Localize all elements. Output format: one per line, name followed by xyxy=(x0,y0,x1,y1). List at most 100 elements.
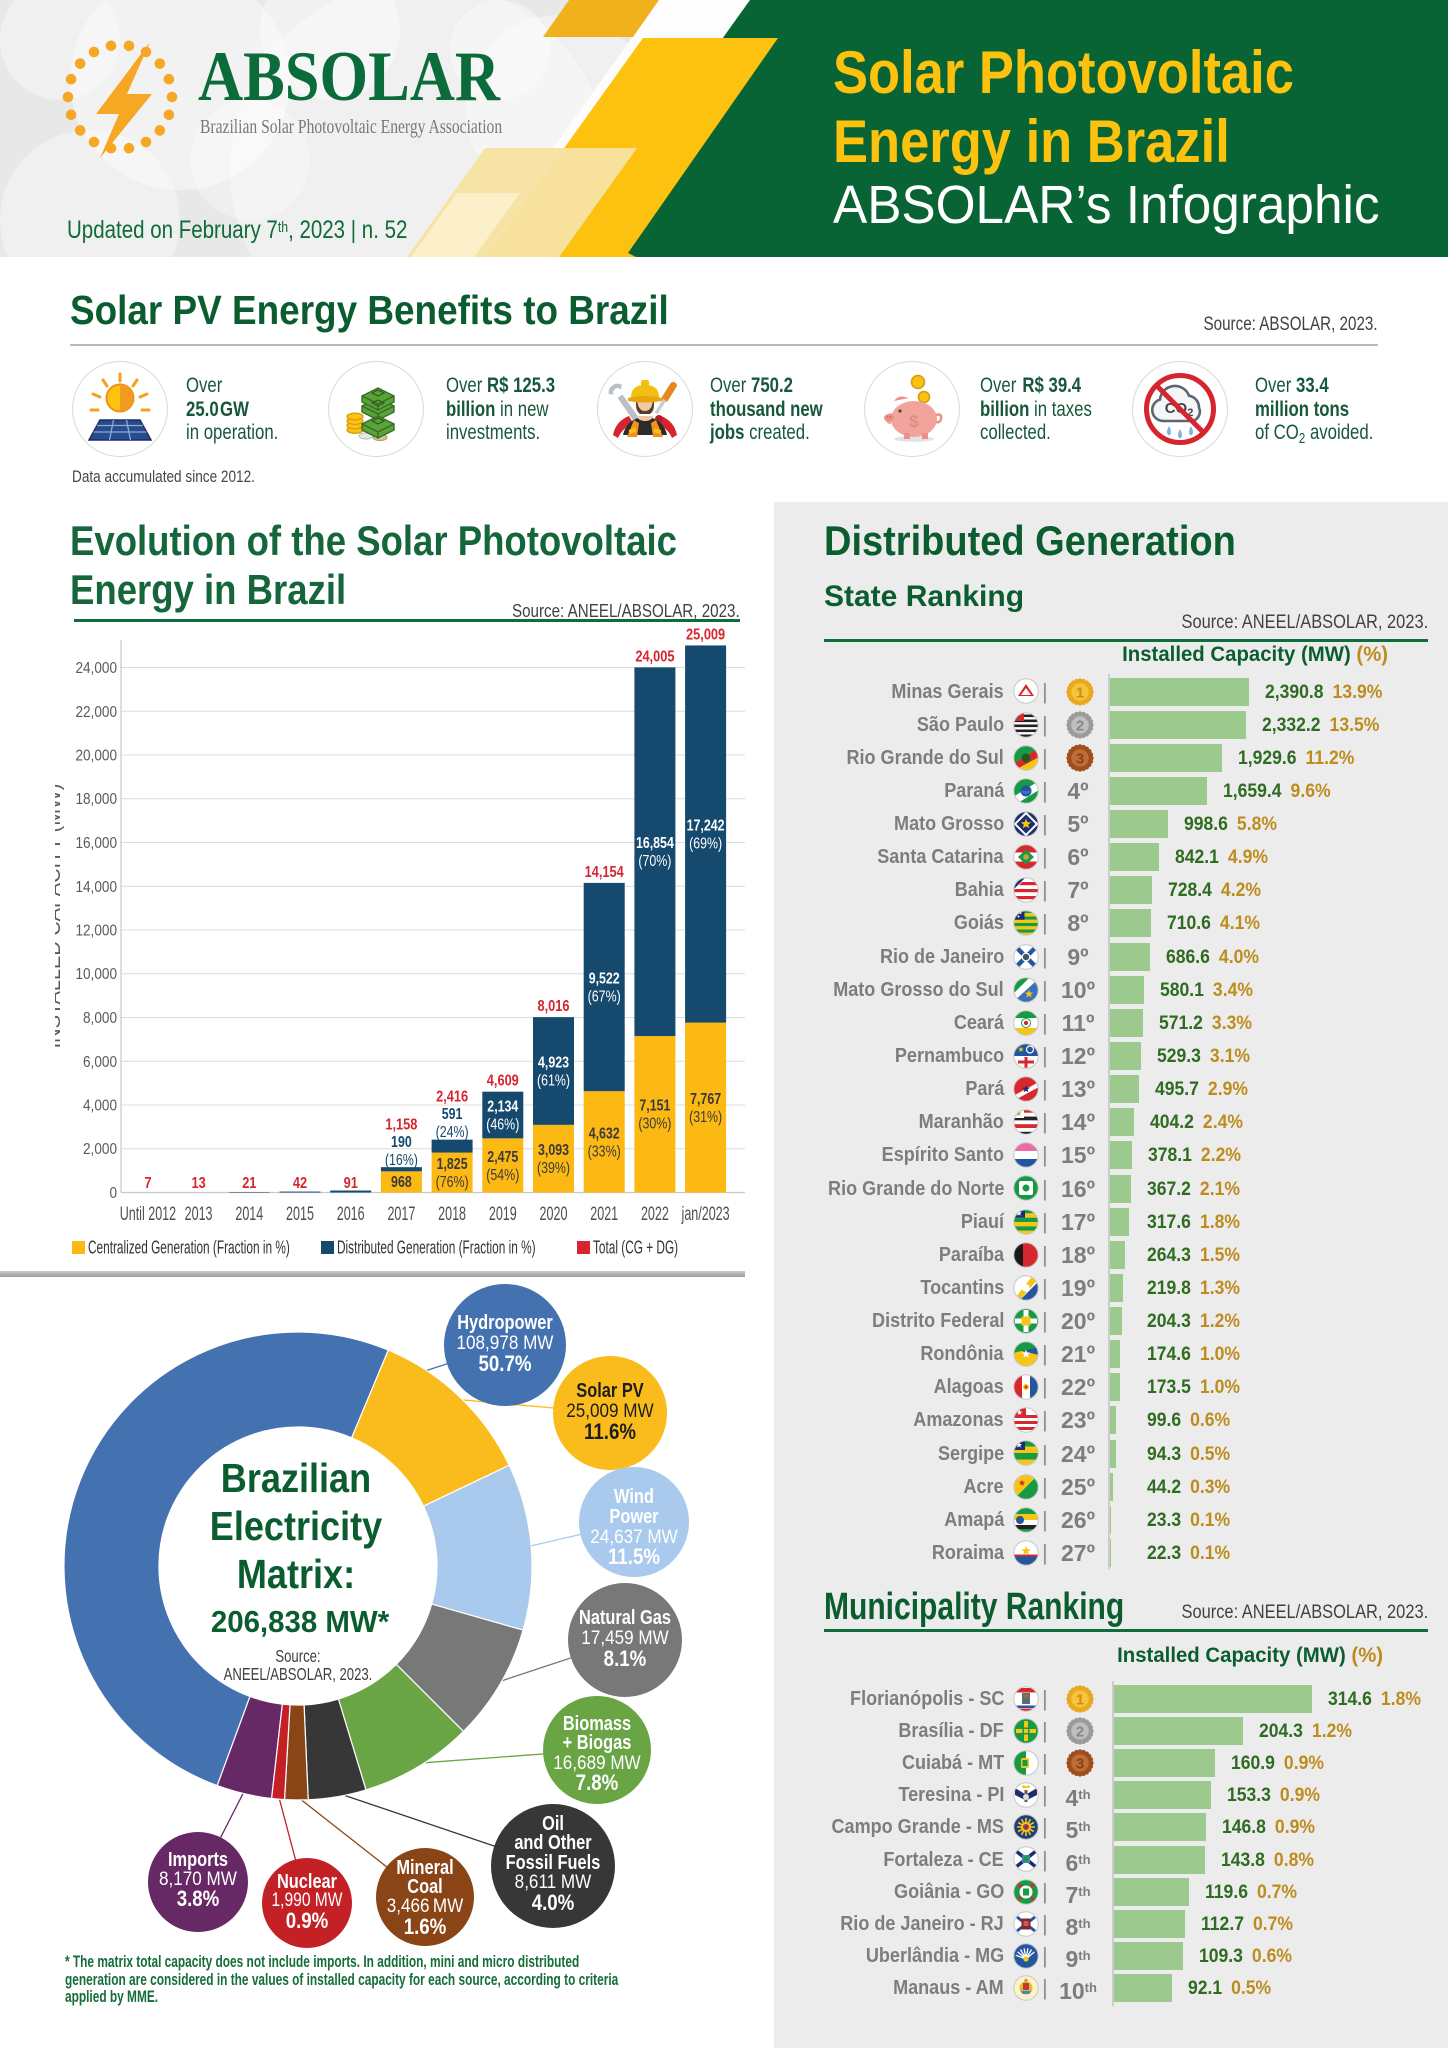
svg-text:2020: 2020 xyxy=(540,1203,568,1224)
svg-text:7: 7 xyxy=(144,1175,151,1193)
svg-text:8,170 MW: 8,170 MW xyxy=(159,1868,237,1889)
svg-text:2019: 2019 xyxy=(489,1203,517,1224)
svg-text:Electricity: Electricity xyxy=(210,1504,383,1550)
svg-text:24,005: 24,005 xyxy=(635,648,674,666)
svg-text:Total (CG + DG): Total (CG + DG) xyxy=(593,1238,678,1258)
svg-text:Distributed Generation (Fracti: Distributed Generation (Fraction in %) xyxy=(337,1238,536,1258)
svg-text:Solar PV: Solar PV xyxy=(576,1378,644,1401)
svg-text:1: 1 xyxy=(1076,1692,1084,1709)
svg-text:(16%): (16%) xyxy=(385,1151,418,1169)
svg-text:3,093: 3,093 xyxy=(538,1141,569,1159)
svg-text:1,158: 1,158 xyxy=(385,1116,417,1134)
svg-text:(30%): (30%) xyxy=(638,1114,671,1132)
svg-text:3,466 MW: 3,466 MW xyxy=(387,1895,464,1916)
svg-text:18,000: 18,000 xyxy=(75,791,117,808)
svg-text:25,009: 25,009 xyxy=(686,626,725,644)
svg-text:Source:: Source: xyxy=(275,1647,320,1666)
svg-text:Natural Gas: Natural Gas xyxy=(579,1605,671,1628)
svg-text:Oil: Oil xyxy=(542,1811,564,1834)
svg-text:(54%): (54%) xyxy=(486,1166,519,1184)
svg-text:4,923: 4,923 xyxy=(538,1053,569,1071)
svg-text:2015: 2015 xyxy=(286,1203,314,1224)
svg-text:2,000: 2,000 xyxy=(83,1141,117,1158)
svg-text:(31%): (31%) xyxy=(689,1108,722,1126)
svg-text:and Other: and Other xyxy=(514,1830,591,1853)
svg-text:3.8%: 3.8% xyxy=(177,1888,220,1912)
svg-text:Coal: Coal xyxy=(407,1874,443,1897)
svg-text:(33%): (33%) xyxy=(588,1142,621,1160)
svg-text:8.1%: 8.1% xyxy=(604,1648,647,1672)
svg-text:Imports: Imports xyxy=(168,1847,228,1870)
svg-text:1,825: 1,825 xyxy=(437,1155,468,1173)
svg-text:Fossil Fuels: Fossil Fuels xyxy=(506,1850,601,1873)
svg-text:16,854: 16,854 xyxy=(636,834,674,852)
svg-text:50.7%: 50.7% xyxy=(478,1353,531,1377)
svg-text:2018: 2018 xyxy=(438,1203,466,1224)
svg-text:14,154: 14,154 xyxy=(585,864,624,882)
svg-text:12,000: 12,000 xyxy=(75,923,117,940)
svg-text:21: 21 xyxy=(242,1175,256,1193)
svg-text:4,000: 4,000 xyxy=(83,1098,117,1115)
svg-text:24,637 MW: 24,637 MW xyxy=(590,1526,677,1547)
svg-text:0.9%: 0.9% xyxy=(286,1910,329,1934)
svg-text:2: 2 xyxy=(1076,1724,1084,1741)
svg-text:17,459 MW: 17,459 MW xyxy=(581,1627,668,1648)
svg-text:17,242: 17,242 xyxy=(687,816,725,834)
svg-text:Centralized Generation (Fracti: Centralized Generation (Fraction in %) xyxy=(88,1238,290,1258)
svg-text:6,000: 6,000 xyxy=(83,1054,117,1071)
svg-text:42: 42 xyxy=(293,1175,307,1193)
svg-text:(69%): (69%) xyxy=(689,834,722,852)
svg-text:7,151: 7,151 xyxy=(639,1096,670,1114)
svg-text:4,632: 4,632 xyxy=(589,1124,620,1142)
svg-text:(70%): (70%) xyxy=(638,852,671,870)
svg-text:+ Biogas: + Biogas xyxy=(563,1730,632,1753)
svg-text:$: $ xyxy=(909,412,919,431)
svg-text:8,016: 8,016 xyxy=(538,998,570,1016)
svg-text:4.0%: 4.0% xyxy=(532,1892,575,1916)
svg-text:591: 591 xyxy=(442,1105,463,1123)
svg-text:2017: 2017 xyxy=(387,1203,415,1224)
svg-text:7,767: 7,767 xyxy=(690,1090,721,1108)
svg-text:2013: 2013 xyxy=(185,1203,213,1224)
svg-text:190: 190 xyxy=(391,1133,412,1151)
svg-text:108,978 MW: 108,978 MW xyxy=(457,1332,554,1353)
svg-text:22,000: 22,000 xyxy=(75,704,117,721)
svg-text:(39%): (39%) xyxy=(537,1159,570,1177)
svg-text:ANEEL/ABSOLAR, 2023.: ANEEL/ABSOLAR, 2023. xyxy=(224,1665,373,1684)
svg-text:14,000: 14,000 xyxy=(75,879,117,896)
svg-text:Nuclear: Nuclear xyxy=(277,1869,337,1892)
svg-text:91: 91 xyxy=(344,1175,358,1193)
svg-text:(46%): (46%) xyxy=(486,1115,519,1133)
svg-text:(61%): (61%) xyxy=(537,1071,570,1089)
svg-text:Wind: Wind xyxy=(614,1484,654,1507)
svg-text:2,416: 2,416 xyxy=(436,1088,468,1106)
svg-text:Brazilian: Brazilian xyxy=(221,1456,371,1502)
svg-text:16,000: 16,000 xyxy=(75,835,117,852)
svg-text:2,134: 2,134 xyxy=(487,1097,518,1115)
svg-text:1,990 MW: 1,990 MW xyxy=(272,1889,343,1911)
svg-text:2,475: 2,475 xyxy=(487,1148,518,1166)
svg-text:25,009 MW: 25,009 MW xyxy=(566,1400,653,1421)
svg-text:2022: 2022 xyxy=(641,1203,669,1224)
svg-text:20,000: 20,000 xyxy=(75,748,117,765)
svg-text:968: 968 xyxy=(391,1173,412,1191)
svg-text:0: 0 xyxy=(109,1185,117,1202)
svg-text:1.6%: 1.6% xyxy=(404,1916,447,1940)
svg-text:7.8%: 7.8% xyxy=(576,1772,619,1796)
svg-text:8,611 MW: 8,611 MW xyxy=(515,1871,592,1892)
svg-text:24,000: 24,000 xyxy=(75,660,117,677)
svg-text:2: 2 xyxy=(1076,717,1084,734)
svg-text:Power: Power xyxy=(609,1504,658,1527)
svg-text:Matrix:: Matrix: xyxy=(237,1552,355,1598)
svg-text:Until 2012: Until 2012 xyxy=(120,1203,176,1224)
svg-text:2021: 2021 xyxy=(590,1203,618,1224)
svg-text:16,689 MW: 16,689 MW xyxy=(553,1752,640,1773)
svg-text:8,000: 8,000 xyxy=(83,1010,117,1027)
svg-text:1: 1 xyxy=(1076,684,1084,701)
svg-text:3: 3 xyxy=(1076,750,1084,767)
svg-text:Hydropower: Hydropower xyxy=(457,1310,553,1333)
svg-text:Mineral: Mineral xyxy=(396,1855,453,1878)
svg-text:9,522: 9,522 xyxy=(589,969,620,987)
svg-text:10,000: 10,000 xyxy=(75,966,117,983)
svg-text:13: 13 xyxy=(191,1175,205,1193)
